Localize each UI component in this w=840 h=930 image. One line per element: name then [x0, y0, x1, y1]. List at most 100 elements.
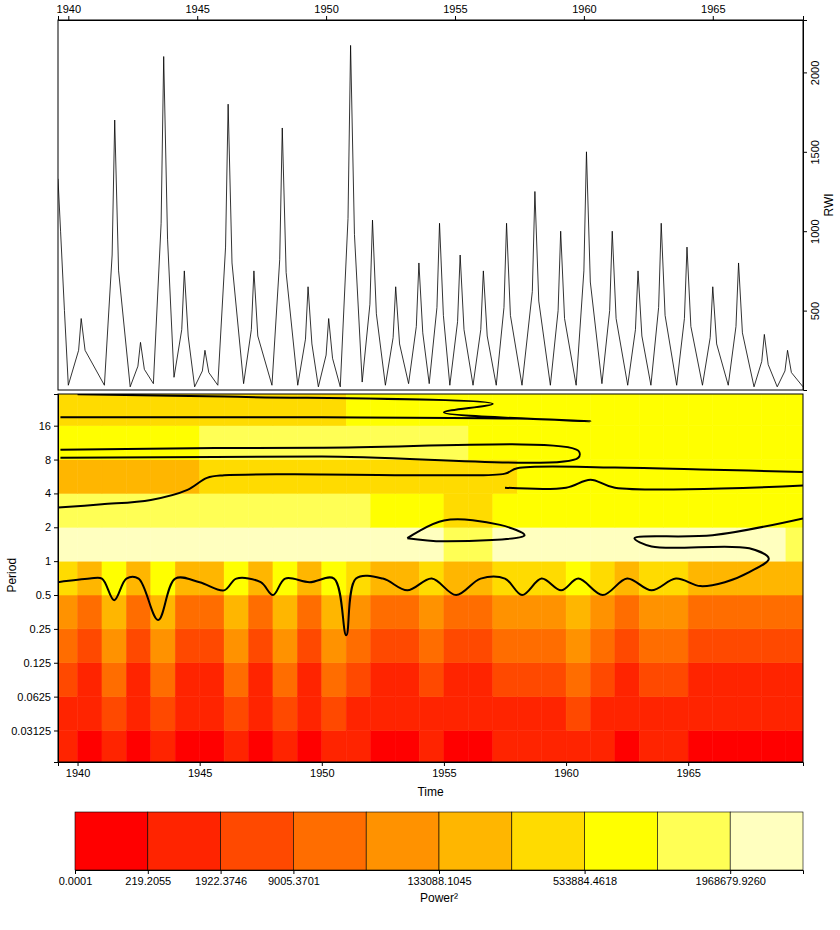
heat-cell: [664, 595, 688, 629]
y-left-tick-mark: [54, 663, 58, 664]
heat-cell: [175, 460, 199, 494]
heat-cell: [371, 663, 395, 697]
heat-cell: [713, 394, 737, 426]
x-top-tick-label: 1945: [185, 3, 209, 15]
heat-cell: [664, 629, 688, 663]
heat-cell: [224, 730, 248, 762]
heat-cell: [249, 561, 273, 595]
heat-cell: [713, 730, 737, 762]
heat-cell: [420, 527, 444, 561]
y-left-tick: 0.03125: [11, 725, 58, 737]
heat-cell: [786, 730, 803, 762]
y-left-tick: 16: [39, 420, 58, 432]
heat-cell: [688, 527, 712, 561]
heat-cell: [78, 527, 102, 561]
heat-cell: [786, 426, 803, 460]
colorbar-tick-label: 1968679.9260: [696, 875, 766, 887]
heat-cell: [761, 527, 785, 561]
heat-cell: [102, 697, 126, 731]
heat-cell: [444, 493, 468, 527]
heat-cell: [58, 595, 78, 629]
heat-cell: [126, 527, 150, 561]
heat-cell: [126, 629, 150, 663]
heat-cell: [58, 426, 78, 460]
heat-cell: [297, 629, 321, 663]
heat-cell: [151, 460, 175, 494]
heat-cell: [395, 595, 419, 629]
heat-cell: [249, 730, 273, 762]
heat-cell: [322, 629, 346, 663]
heat-cell: [737, 394, 761, 426]
y-left-tick: 0.125: [23, 657, 58, 669]
heat-cell: [688, 595, 712, 629]
heat-cell: [493, 394, 517, 426]
heat-cell: [493, 426, 517, 460]
heat-cell: [468, 426, 492, 460]
x-top-tick: 1955: [443, 3, 467, 20]
heat-cell: [126, 460, 150, 494]
colorbar-tick-mark: [148, 870, 149, 874]
heat-cell: [420, 730, 444, 762]
heat-cell: [737, 426, 761, 460]
heat-cell: [468, 697, 492, 731]
heat-cell: [297, 663, 321, 697]
heat-cell: [395, 663, 419, 697]
heat-cell: [151, 697, 175, 731]
x-top-axis-line: [59, 16, 804, 21]
heat-cell: [151, 561, 175, 595]
y-left-tick-label: 0.25: [30, 623, 51, 635]
heat-cell: [126, 394, 150, 426]
heat-cell: [224, 493, 248, 527]
heat-cell: [737, 730, 761, 762]
x-top-tick: 1945: [185, 3, 209, 20]
y-left-tick: 1: [45, 555, 58, 567]
heat-cell: [566, 595, 590, 629]
heat-cell: [322, 730, 346, 762]
heat-cell: [224, 460, 248, 494]
y-right-tick: 500: [803, 302, 821, 320]
x-bottom-tick: 1945: [188, 762, 212, 779]
y-left-tick-label: 16: [39, 420, 51, 432]
heat-cell: [224, 394, 248, 426]
significance-contour: [58, 466, 803, 507]
heat-cell: [371, 629, 395, 663]
x-bottom-tick: 1940: [66, 762, 90, 779]
heat-cell: [420, 697, 444, 731]
colorbar-tick-mark: [439, 870, 440, 874]
heat-cell: [444, 663, 468, 697]
heat-cell: [444, 460, 468, 494]
x-top-tick-mark: [197, 16, 198, 20]
heat-cell: [517, 697, 541, 731]
series-line: [58, 45, 803, 386]
heat-cell: [542, 629, 566, 663]
heat-cell: [444, 426, 468, 460]
heat-cell: [346, 697, 370, 731]
heat-cell: [249, 595, 273, 629]
x-top-tick-mark: [68, 16, 69, 20]
y-left-tick-mark: [54, 730, 58, 731]
x-top-tick: 1965: [701, 3, 725, 20]
y-left-tick-label: 8: [45, 454, 51, 466]
heat-cell: [297, 595, 321, 629]
x-top-tick-label: 1965: [701, 3, 725, 15]
heat-cell: [102, 527, 126, 561]
x-top-tick-mark: [713, 16, 714, 20]
heat-cell: [517, 629, 541, 663]
heat-cell: [78, 394, 102, 426]
heat-cell: [102, 663, 126, 697]
heat-cell: [590, 527, 614, 561]
heat-cell: [322, 527, 346, 561]
heat-cell: [713, 629, 737, 663]
y-left-tick-label: 0.5: [36, 589, 51, 601]
heat-cell: [249, 527, 273, 561]
y-left-tick-mark: [54, 426, 58, 427]
x-top-tick-label: 1940: [57, 3, 81, 15]
y-right-tick-mark: [803, 311, 807, 312]
heat-cell: [590, 394, 614, 426]
heat-cell: [737, 595, 761, 629]
heat-cell: [420, 426, 444, 460]
heat-cell: [126, 730, 150, 762]
plot-frame: [58, 394, 803, 762]
heat-cell: [566, 629, 590, 663]
heat-cell: [102, 493, 126, 527]
